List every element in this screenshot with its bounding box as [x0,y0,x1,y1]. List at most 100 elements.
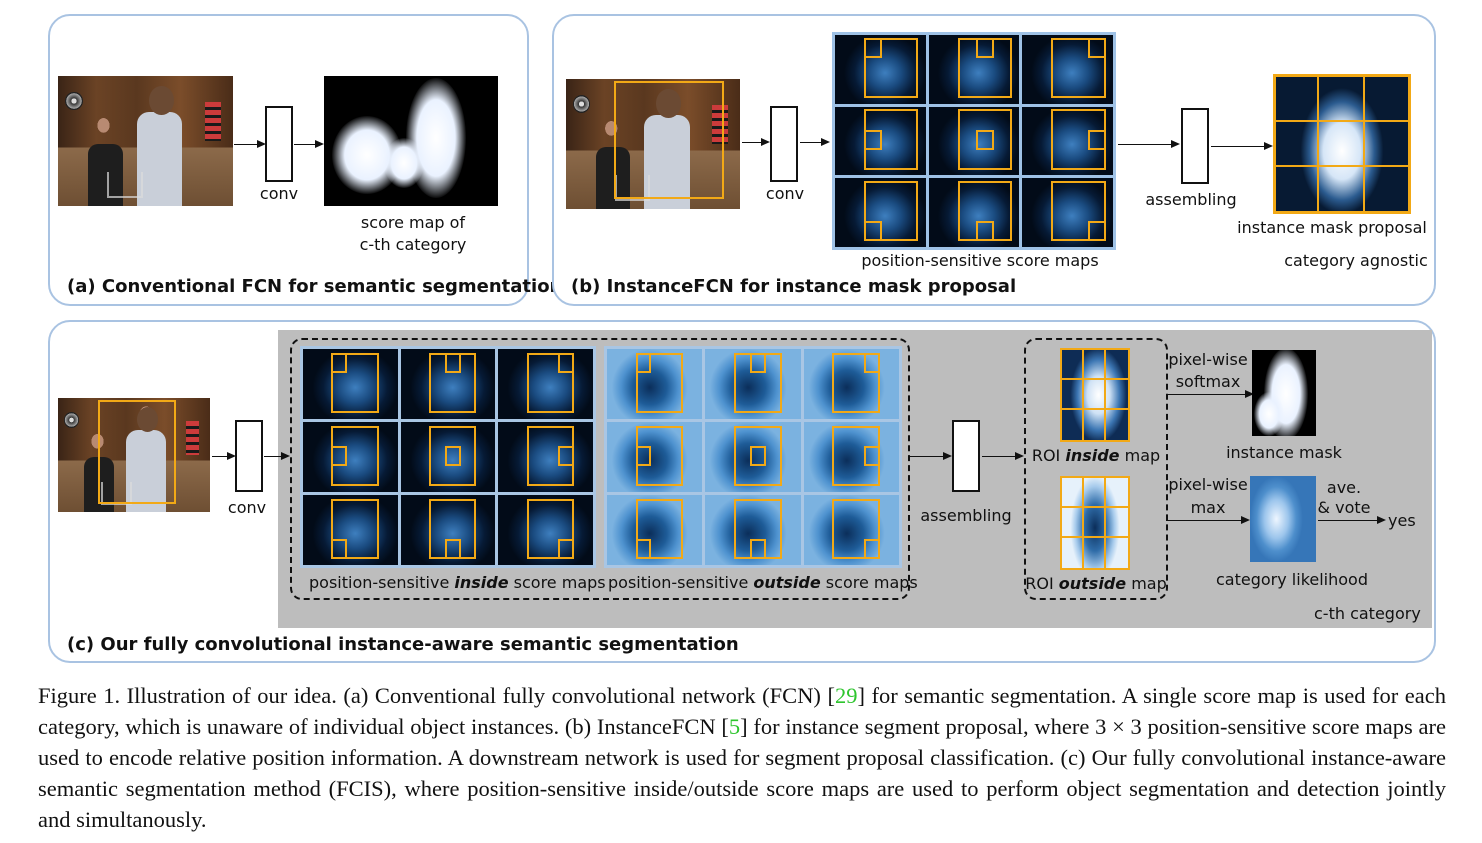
roi-maps-dashed-box [1024,338,1168,600]
roi-box [614,81,724,199]
arrow [1166,515,1250,524]
score-map-tile [803,422,899,492]
score-map-tile [400,422,496,492]
inside-score-map-grid [300,346,596,568]
roi-cell-box [444,446,461,467]
arrow [742,137,770,146]
label-prefix: ROI [1025,574,1059,593]
score-maps-label: position-sensitive score maps [861,251,1099,270]
roi-cell-box [558,353,575,374]
label-suffix: score maps [820,573,918,592]
score-map-tile [400,349,496,419]
score-map-tile [803,349,899,419]
roi-cell-box [635,353,652,374]
citation-link[interactable]: 29 [834,683,858,708]
roi-inside-map [1060,348,1130,442]
score-map-tile [498,349,593,419]
arrow [1318,515,1386,524]
roi-cell-box [975,37,994,58]
max-label-line2: max [1190,498,1226,517]
roi-box [635,499,684,560]
score-maps-dashed-box [290,338,910,600]
score-map-tile [705,422,801,492]
label-emph: inside [1065,446,1120,465]
vote-label-line1: ave. [1326,478,1362,497]
category-likelihood-map [1250,476,1316,562]
score-map-tile [1022,106,1113,176]
score-map-tile [400,495,496,565]
roi-box [832,353,880,414]
inside-score-maps-label: position-sensitive inside score maps [309,573,606,592]
roi-cell-box [444,539,461,560]
label-prefix: position-sensitive [608,573,754,592]
arrow [294,139,324,148]
vote-label-line2: & vote [1317,498,1371,517]
roi-outside-label: ROI outside map [1025,574,1167,593]
citation-link[interactable]: 5 [728,714,741,739]
roi-cell-box [864,353,880,374]
instance-mask [1252,350,1316,436]
score-map-tile [705,349,801,419]
roi-cell-box [975,221,994,242]
arrow [1211,141,1273,150]
instance-mask-proposal [1273,74,1411,214]
instance-mask-proposal-label: instance mask proposal [1237,218,1427,237]
score-map-grid [832,32,1116,250]
roi-cell-box [975,129,994,150]
roi-box [864,181,919,242]
roi-cell-box [749,539,766,560]
score-map-tile [803,495,899,565]
input-image [58,76,233,206]
roi-cell-box [331,539,348,560]
softmax-label-line1: pixel-wise [1168,350,1248,369]
input-image [58,398,210,512]
softmax-label-line2: softmax [1175,372,1241,391]
assembling-box [952,420,980,492]
panel-c-title: (c) Our fully convolutional instance-awa… [67,634,739,655]
label-suffix: score maps [508,573,606,592]
score-map-tile [835,106,926,176]
score-map-tile [705,495,801,565]
roi-box [98,400,176,504]
conv-label: conv [227,498,267,517]
roi-inside-label: ROI inside map [1032,446,1160,465]
score-map-tile [303,349,398,419]
assembling-box [1181,108,1209,184]
arrow [982,451,1024,460]
score-map-tile [928,35,1020,104]
score-map-label-line2: c-th category [359,235,467,254]
roi-box [429,426,477,487]
label-emph: outside [1058,574,1127,593]
roi-box [864,37,919,99]
panel-b-title: (b) InstanceFCN for instance mask propos… [571,276,1017,297]
roi-cell-box [1087,221,1106,242]
outside-score-map-grid [604,346,902,568]
caption-text: ] for semantic segmentation. A single sc… [38,683,1446,739]
label-emph: inside [454,573,509,592]
score-map-tile [607,495,703,565]
panel-b: conv position-sensitive score maps assem… [552,14,1436,306]
score-map-tile [928,106,1020,176]
panel-c: conv position-sensitive inside score map… [48,320,1436,663]
caption-text: Figure 1. Illustration of our idea. (a) … [38,683,835,708]
arrow [1166,389,1254,398]
conv-box [265,106,293,182]
score-map-tile [1022,35,1113,104]
category-label: c-th category [1314,604,1421,623]
roi-cell-box [864,129,883,150]
figure-caption: Figure 1. Illustration of our idea. (a) … [38,680,1446,835]
roi-box [832,499,880,560]
instance-mask-label: instance mask [1226,443,1342,462]
label-suffix: map [1126,574,1167,593]
roi-cell-box [864,221,883,242]
label-suffix: map [1119,446,1161,465]
score-map-tile [607,349,703,419]
conv-box [235,420,263,492]
max-label-line1: pixel-wise [1168,475,1248,494]
roi-cell-box [635,446,652,467]
score-map [324,76,498,206]
outside-score-maps-label: position-sensitive outside score maps [608,573,918,592]
roi-cell-box [749,353,766,374]
score-map-tile [835,178,926,247]
